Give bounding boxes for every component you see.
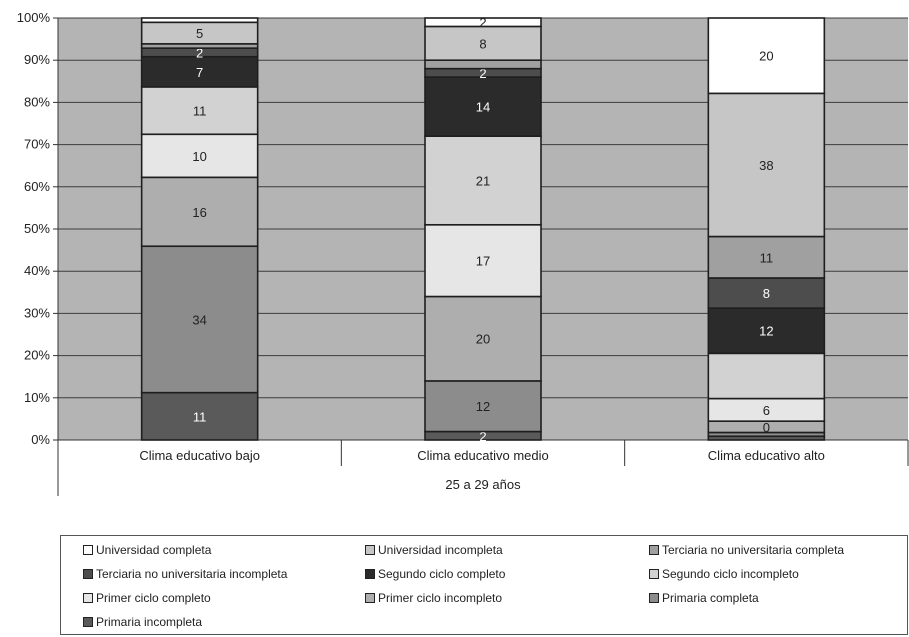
data-label: 21 [476, 173, 490, 188]
data-label: 38 [759, 158, 773, 173]
bar-segment [140, 245, 259, 394]
legend-label: Segundo ciclo completo [378, 567, 506, 581]
bar-segment [707, 307, 826, 355]
data-label: 2 [479, 15, 486, 30]
data-label: 0 [763, 420, 770, 435]
legend-swatch [649, 593, 659, 603]
legend-item: Primer ciclo completo [83, 591, 211, 605]
data-label: 12 [476, 399, 490, 414]
legend-item: Terciaria no universitaria completa [649, 543, 844, 557]
y-tick-label: 80% [24, 94, 50, 109]
legend-swatch [365, 545, 375, 555]
legend-label: Terciaria no universitaria incompleta [96, 567, 288, 581]
data-label: 11 [760, 250, 774, 265]
bar-segment [424, 223, 542, 298]
bar-segment [424, 17, 542, 28]
legend-swatch [365, 569, 375, 579]
bar-segment [707, 17, 826, 95]
data-label: 6 [763, 403, 770, 418]
data-label: 17 [476, 254, 490, 269]
data-label: 2 [479, 66, 486, 81]
legend-item: Segundo ciclo completo [365, 567, 505, 581]
legend-item: Primaria incompleta [83, 615, 202, 629]
legend-item: Segundo ciclo incompleto [649, 567, 799, 581]
legend-swatch [83, 569, 93, 579]
data-label: 10 [192, 149, 206, 164]
legend-label: Primer ciclo incompleto [378, 591, 503, 605]
chart-legend: Universidad completa Universidad incomple… [60, 535, 908, 635]
bar-segment [424, 25, 542, 61]
y-tick-label: 50% [24, 221, 50, 236]
bar-segment [707, 352, 826, 400]
y-tick-label: 10% [24, 390, 50, 405]
legend-label: Primaria completa [662, 591, 759, 605]
bar-segment [424, 380, 542, 433]
data-label: 14 [476, 100, 490, 115]
data-label: 20 [759, 49, 773, 64]
legend-label: Primer ciclo completo [96, 591, 211, 605]
x-category-label: Clima educativo bajo [139, 448, 260, 463]
bar-segment [424, 59, 542, 70]
bar-segment [140, 133, 259, 179]
legend-label: Universidad incompleta [378, 543, 503, 557]
legend-swatch [649, 569, 659, 579]
bar-segment [140, 55, 259, 88]
y-tick-label: 60% [24, 179, 50, 194]
data-label: 11 [193, 104, 207, 119]
x-group-label: 25 a 29 años [445, 477, 521, 492]
data-label: 5 [196, 26, 203, 41]
y-tick-label: 100% [17, 10, 51, 25]
data-label: 16 [192, 205, 206, 220]
legend-swatch [83, 545, 93, 555]
legend-label: Terciaria no universitaria completa [662, 543, 845, 557]
legend-swatch [83, 593, 93, 603]
legend-label: Universidad completa [96, 543, 212, 557]
bar-segment [424, 76, 542, 137]
data-label: 8 [479, 36, 486, 51]
bar-segment [707, 92, 826, 238]
y-tick-label: 20% [24, 348, 50, 363]
legend-item: Universidad completa [83, 543, 211, 557]
data-label: 8 [763, 286, 770, 301]
data-label: 34 [192, 312, 206, 327]
data-label: 2 [196, 45, 203, 60]
bar-segment [707, 277, 826, 309]
bar-segment [707, 235, 826, 279]
stacked-bar-chart: 0% 10% 20% 30% 40% 50% 60% 70% 80% 90% 100% 11 34 16 1… [17, 10, 909, 496]
legend-label: Primaria incompleta [96, 615, 203, 629]
data-label: 2 [479, 429, 486, 444]
y-tick-label: 30% [24, 305, 50, 320]
legend-label: Segundo ciclo incompleto [662, 567, 799, 581]
data-label: 20 [476, 332, 490, 347]
bar-segment [424, 135, 542, 226]
legend-item: Terciaria no universitaria incompleta [83, 567, 287, 581]
legend-item: Primaria completa [649, 591, 759, 605]
legend-item: Primer ciclo incompleto [365, 591, 502, 605]
data-label: 12 [759, 324, 773, 339]
data-label: 7 [196, 65, 203, 80]
legend-item: Universidad incompleta [365, 543, 503, 557]
y-tick-label: 90% [24, 52, 50, 67]
y-tick-label: 0% [31, 432, 50, 447]
x-category-label: Clima educativo medio [417, 448, 549, 463]
x-category-label: Clima educativo alto [708, 448, 825, 463]
legend-swatch [365, 593, 375, 603]
legend-swatch [649, 545, 659, 555]
bar-segment [424, 295, 542, 382]
y-tick-label: 70% [24, 137, 50, 152]
data-label: 11 [193, 409, 207, 424]
y-tick-label: 40% [24, 263, 50, 278]
bar-segment [140, 17, 259, 24]
bar-segment [140, 176, 259, 248]
legend-swatch [83, 617, 93, 627]
